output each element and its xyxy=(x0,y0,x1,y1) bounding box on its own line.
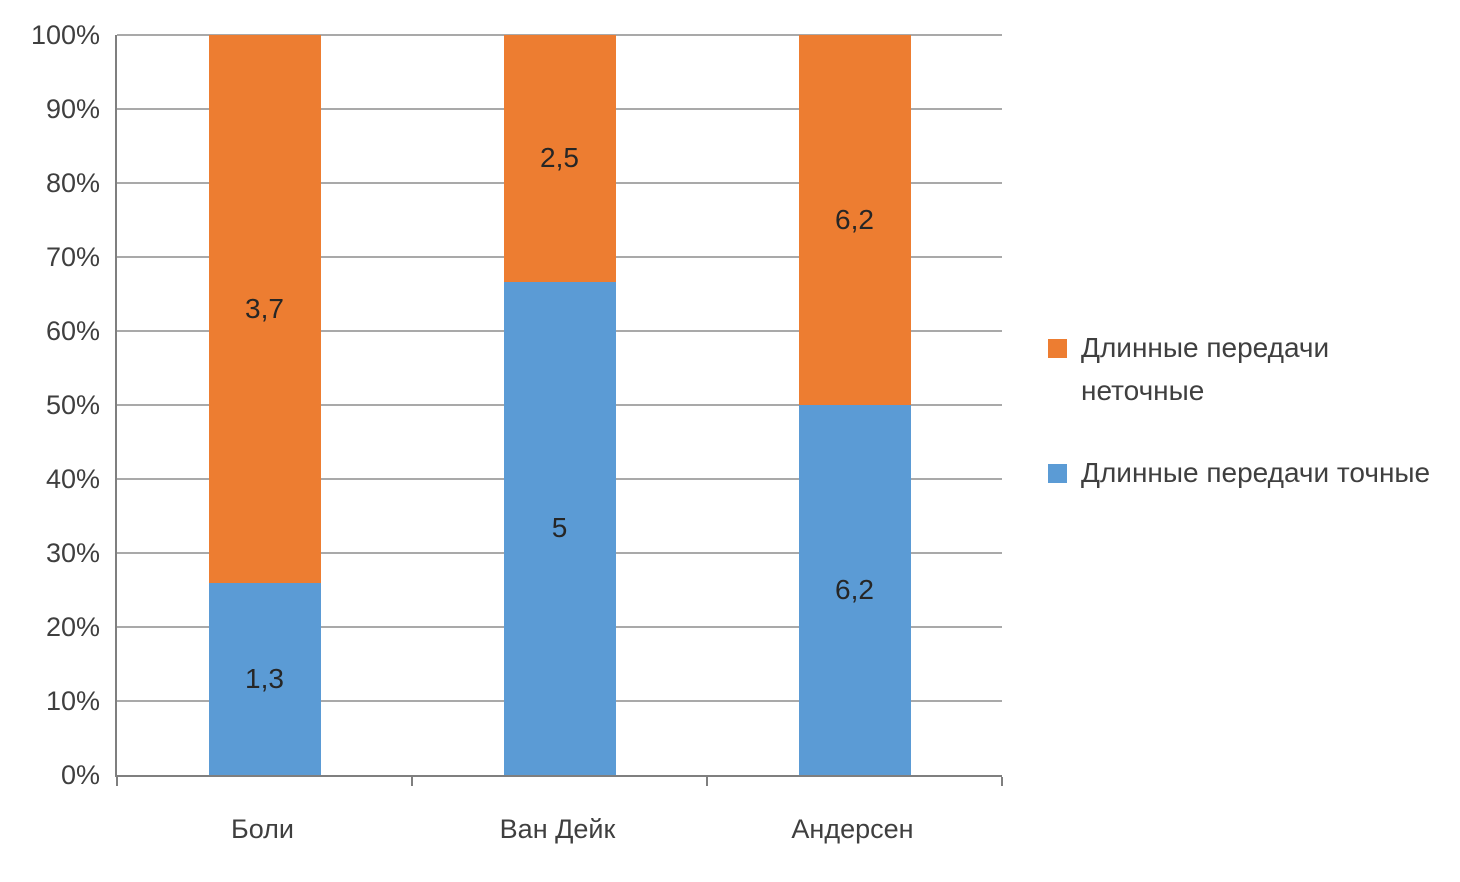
bar-slot: 5 2,5 xyxy=(412,35,707,775)
bar-segment: 5 xyxy=(503,281,616,775)
bar-value-label: 3,7 xyxy=(245,292,284,324)
y-axis-tick-label: 60% xyxy=(45,316,100,346)
y-axis-tick-label: 50% xyxy=(45,390,100,420)
plot-area: 1,3 3,7 5 2,5 6,2 6,2 xyxy=(115,34,1003,786)
legend-item-label: Длинные передачи неточные xyxy=(1081,332,1330,407)
y-axis-tick-label: 30% xyxy=(45,538,100,568)
x-axis-category-label: Боли xyxy=(231,814,294,844)
bar-1: 1,3 3,7 xyxy=(208,35,321,775)
bar-segment: 6,2 xyxy=(798,35,911,405)
x-axis-tick-mark xyxy=(1001,777,1003,786)
y-axis-tick-label: 20% xyxy=(45,612,100,642)
legend: Длинные передачи неточные Длинные передач… xyxy=(1048,326,1448,532)
x-axis-tick-mark xyxy=(705,777,708,786)
bar-3: 6,2 6,2 xyxy=(798,35,911,775)
y-axis-tick-label: 70% xyxy=(45,242,100,272)
bar-value-label: 6,2 xyxy=(835,574,874,605)
x-axis-category-label: Андерсен xyxy=(791,814,914,844)
bar-value-label: 5 xyxy=(551,512,568,544)
x-axis-tick-mark xyxy=(116,777,118,786)
bars-container: 1,3 3,7 5 2,5 6,2 6,2 xyxy=(117,35,1002,775)
y-axis-tick-label: 100% xyxy=(30,20,100,50)
bar-value-label: 2,5 xyxy=(540,142,579,174)
legend-item-label: Длинные передачи точные xyxy=(1081,456,1431,488)
bar-slot: 6,2 6,2 xyxy=(707,35,1002,775)
bar-segment: 3,7 xyxy=(208,35,321,583)
x-axis-category-label: Ван Дейк xyxy=(499,814,616,844)
y-axis-tick-label: 0% xyxy=(60,760,100,790)
bar-slot: 1,3 3,7 xyxy=(117,35,412,775)
legend-item: Длинные передачи точные xyxy=(1048,451,1448,494)
bar-value-label: 6,2 xyxy=(835,204,874,235)
x-axis: Боли Ван Дейк Андерсен xyxy=(115,808,1000,850)
y-axis: 0% 10% 20% 30% 40% 50% 60% 70% 80% 90% 100% xyxy=(0,20,104,790)
y-axis-tick-label: 40% xyxy=(45,464,100,494)
gridline xyxy=(117,34,1002,36)
bar-segment: 2,5 xyxy=(503,35,616,282)
bar-segment: 1,3 xyxy=(208,582,321,775)
y-axis-tick-label: 10% xyxy=(45,686,100,716)
legend-swatch-icon xyxy=(1048,339,1067,358)
x-axis-tick-mark xyxy=(410,777,413,786)
legend-swatch-icon xyxy=(1048,463,1067,483)
bar-2: 5 2,5 xyxy=(503,35,616,775)
y-axis-tick-label: 80% xyxy=(45,168,100,198)
bar-value-label: 1,3 xyxy=(245,662,284,694)
y-axis-tick-label: 90% xyxy=(45,94,100,124)
legend-item: Длинные передачи неточные xyxy=(1048,326,1448,413)
bar-segment: 6,2 xyxy=(798,405,911,775)
